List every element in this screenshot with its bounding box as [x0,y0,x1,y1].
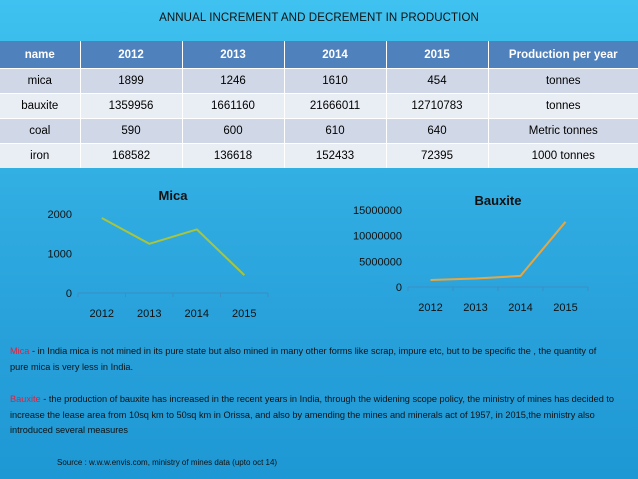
bauxite-series-line [430,221,567,281]
bauxite-note-text: - the production of bauxite has increase… [10,394,615,435]
table-cell: 72395 [386,143,489,168]
table-cell: 168582 [80,143,183,168]
bauxite-y-tick-label: 0 [396,282,402,294]
mica-x-tick-label: 2014 [185,308,209,320]
table-row: coal 590 600 610 640 Metric tonnes [0,118,638,144]
mica-note: Mica - in India mica is not mined in its… [10,344,610,375]
header-2013: 2013 [182,41,285,69]
source-citation: Source : w.w.w.envis.com, ministry of mi… [57,458,278,467]
table-cell: 136618 [182,143,285,168]
table-cell: bauxite [0,93,81,119]
table-cell: 21666011 [284,93,387,119]
header-production-per-year: Production per year [488,41,638,69]
mica-x-tick-label: 2015 [232,308,256,320]
bauxite-chart: Bauxite 0 5000000 10000000 15000000 2012 2013 2… [353,193,589,314]
table-cell: 152433 [284,143,387,168]
bauxite-x-tick-label: 2014 [508,302,532,314]
table-cell: tonnes [488,68,638,94]
table-cell: mica [0,68,81,94]
production-table: name 2012 2013 2014 2015 Production per … [0,41,638,168]
table-cell: 590 [80,118,183,144]
mica-y-tick-label: 2000 [48,209,72,221]
bauxite-x-tick-label: 2013 [463,302,487,314]
table-cell: 1246 [182,68,285,94]
table-cell: 1899 [80,68,183,94]
table-row: bauxite 1359956 1661160 21666011 1271078… [0,93,638,119]
table-cell: 610 [284,118,387,144]
bauxite-y-tick-label: 15000000 [353,205,402,217]
mica-y-tick-label: 1000 [48,249,72,261]
mica-x-tick-label: 2013 [137,308,161,320]
table-row: iron 168582 136618 152433 72395 1000 ton… [0,143,638,168]
mica-chart-title: Mica [159,188,189,203]
table-cell: 1661160 [182,93,285,119]
table-cell: Metric tonnes [488,118,638,144]
bauxite-y-tick-label: 10000000 [353,231,402,243]
header-2012: 2012 [80,41,183,69]
table-cell: tonnes [488,93,638,119]
header-2015: 2015 [386,41,489,69]
mica-x-tick-label: 2012 [90,308,114,320]
bauxite-note-label: Bauxite [10,394,41,404]
table-cell: coal [0,118,81,144]
table-cell: 600 [182,118,285,144]
table-cell: 12710783 [386,93,489,119]
mica-note-label: Mica [10,346,30,356]
table-cell: 1000 tonnes [488,143,638,168]
table-cell: 1610 [284,68,387,94]
mica-y-tick-label: 0 [66,288,72,300]
bauxite-note: Bauxite - the production of bauxite has … [10,392,622,439]
table-cell: 640 [386,118,489,144]
table-row: mica 1899 1246 1610 454 tonnes [0,68,638,94]
table-cell: 454 [386,68,489,94]
table-cell: iron [0,143,81,168]
table-header-row: name 2012 2013 2014 2015 Production per … [0,41,638,69]
header-name: name [0,41,81,69]
bauxite-x-tick-label: 2015 [553,302,577,314]
bauxite-x-tick-label: 2012 [418,302,442,314]
table-cell: 1359956 [80,93,183,119]
bauxite-y-tick-label: 5000000 [359,256,402,268]
header-2014: 2014 [284,41,387,69]
mica-series-line [101,217,245,276]
mica-note-text: - in India mica is not mined in its pure… [10,346,597,372]
bauxite-chart-title: Bauxite [475,193,522,208]
slide-title: ANNUAL INCREMENT AND DECREMENT IN PRODUC… [159,12,479,24]
mica-chart: Mica 0 1000 2000 2012 2013 2014 2015 [48,188,269,320]
